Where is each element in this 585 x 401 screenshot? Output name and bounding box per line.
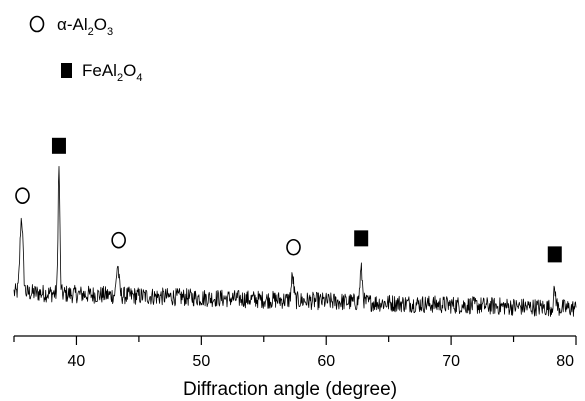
- peak-marker-filled-square: [354, 230, 369, 247]
- x-tick-label: 80: [556, 353, 574, 370]
- x-tick-label: 50: [192, 353, 210, 370]
- x-axis-title: Diffraction angle (degree): [183, 379, 397, 400]
- peak-marker-filled-square: [547, 246, 562, 263]
- peak-marker-open-circle: [111, 231, 126, 249]
- x-tick-label: 40: [68, 353, 86, 370]
- legend-label-hercynite: FeAl2O4: [82, 61, 142, 84]
- legend: α-Al2O3 FeAl2O4: [29, 15, 142, 84]
- x-tick-label: 70: [442, 353, 460, 370]
- peak-marker-open-circle: [286, 238, 301, 256]
- legend-filled-square-marker: [61, 63, 72, 78]
- x-axis-ticks: 40 50 60 70 80: [13, 336, 577, 370]
- x-tick-label: 60: [317, 353, 335, 370]
- peak-markers: [15, 137, 562, 263]
- diffraction-pattern-line: [13, 166, 577, 317]
- peak-marker-open-circle: [15, 187, 30, 204]
- peak-marker-filled-square: [51, 137, 66, 154]
- legend-label-alpha-alumina: α-Al2O3: [57, 15, 113, 38]
- legend-entry-alpha-alumina: α-Al2O3: [29, 15, 113, 38]
- legend-open-circle-marker: [29, 15, 45, 33]
- legend-entry-hercynite: FeAl2O4: [61, 61, 142, 84]
